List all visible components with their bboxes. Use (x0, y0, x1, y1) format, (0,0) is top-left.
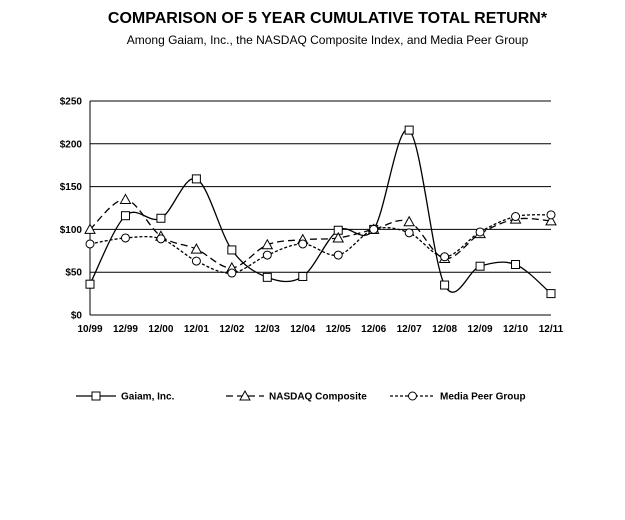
legend-marker (91, 391, 101, 401)
data-point (511, 212, 521, 222)
legend-marker (239, 389, 251, 401)
data-point (191, 256, 201, 266)
data-point (120, 233, 130, 243)
y-tick-label: $0 (71, 311, 83, 322)
y-tick-label: $250 (60, 97, 83, 108)
data-point (369, 224, 379, 234)
data-point (262, 272, 272, 282)
y-tick-label: $200 (60, 139, 83, 150)
x-tick-label: 12/07 (397, 324, 422, 335)
data-point (85, 239, 95, 249)
data-point (333, 250, 343, 260)
y-tick-label: $50 (65, 268, 82, 279)
y-gridlines: $0 $50 $100 $150 $200 $250 (60, 97, 551, 322)
legend-item-media-peer-group: Media Peer Group (390, 391, 526, 403)
data-point (403, 215, 416, 227)
data-point (511, 259, 521, 269)
data-point (440, 280, 450, 290)
data-point (156, 234, 166, 244)
data-point (191, 174, 201, 184)
x-tick-label: 12/10 (503, 324, 528, 335)
legend-label: NASDAQ Composite (269, 392, 367, 403)
x-tick-label: 12/09 (468, 324, 493, 335)
data-point (545, 214, 557, 226)
legend: Gaiam, Inc. NASDAQ Composite Media Peer Gr… (76, 389, 526, 403)
data-point (85, 279, 95, 289)
legend-item-nasdaq-composite: NASDAQ Composite (226, 389, 367, 403)
series-points-nasdaq-composite (84, 193, 557, 273)
data-point (156, 213, 166, 223)
data-point (84, 223, 96, 234)
x-tick-label: 12/05 (326, 324, 351, 335)
data-point (262, 250, 272, 260)
x-tick-label: 10/99 (77, 324, 102, 335)
chart-title: COMPARISON OF 5 YEAR CUMULATIVE TOTAL RE… (107, 10, 548, 27)
y-tick-label: $150 (60, 182, 83, 193)
data-point (404, 228, 414, 238)
x-tick-label: 12/04 (290, 324, 315, 335)
data-point (546, 289, 556, 299)
data-point (475, 261, 485, 271)
x-tick-label: 12/08 (432, 324, 457, 335)
data-point (298, 271, 308, 281)
data-point (120, 211, 130, 221)
x-tick-label: 12/02 (219, 324, 244, 335)
x-tick-label: 12/11 (539, 324, 564, 335)
x-tick-label: 12/03 (255, 324, 280, 335)
x-tick-label: 12/06 (361, 324, 386, 335)
legend-marker (408, 391, 417, 401)
x-tick-label: 12/01 (184, 324, 209, 335)
y-tick-label: $100 (60, 225, 83, 236)
legend-item-gaiam-inc: Gaiam, Inc. (76, 391, 175, 403)
data-point (261, 238, 274, 250)
data-point (546, 210, 556, 220)
data-point (190, 243, 203, 254)
data-point (475, 227, 485, 237)
x-tick-label: 12/00 (148, 324, 173, 335)
data-point (227, 245, 237, 255)
data-point (298, 239, 308, 249)
data-point (404, 125, 414, 135)
data-point (119, 193, 132, 204)
chart-subtitle: Among Gaiam, Inc., the NASDAQ Composite … (126, 33, 529, 47)
x-tick-labels: 10/99 12/99 12/00 12/01 12/02 12/03 12/04 12/05… (77, 324, 563, 335)
data-point (227, 268, 237, 278)
legend-label: Gaiam, Inc. (121, 392, 175, 403)
series-points-media-peer-group (85, 210, 556, 278)
data-point (332, 231, 345, 243)
legend-label: Media Peer Group (440, 392, 526, 403)
x-tick-label: 12/99 (113, 324, 138, 335)
data-point (440, 252, 450, 262)
